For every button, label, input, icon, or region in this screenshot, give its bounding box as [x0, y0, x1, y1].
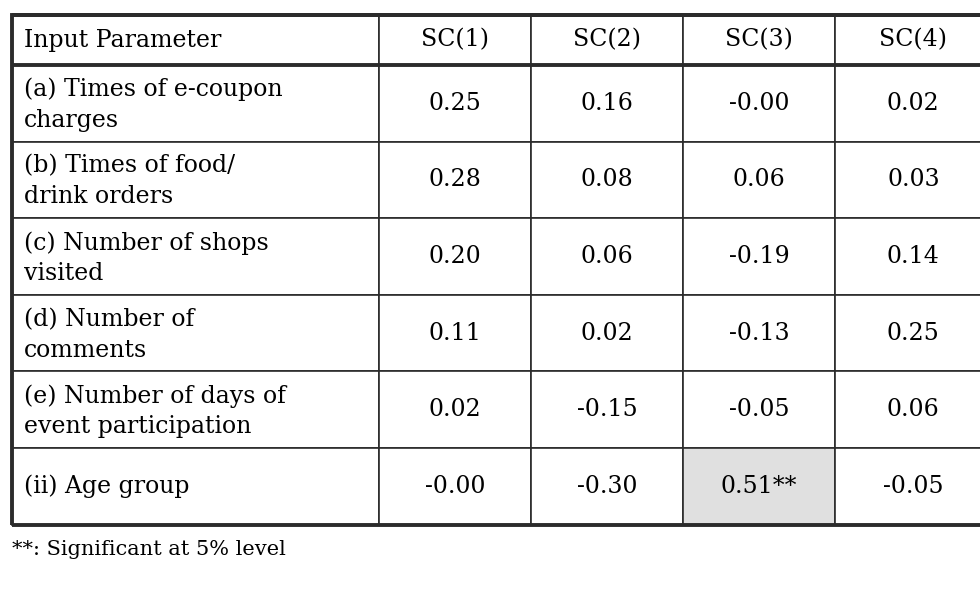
Text: visited: visited [24, 262, 103, 285]
Bar [683, 295, 835, 371]
Bar [379, 371, 531, 448]
Bar [683, 65, 835, 142]
Text: Input Parameter: Input Parameter [24, 29, 221, 52]
Bar [379, 448, 531, 525]
Text: -0.19: -0.19 [729, 245, 789, 268]
Text: 0.51**: 0.51** [720, 475, 798, 498]
Bar [683, 15, 835, 65]
Text: 0.02: 0.02 [429, 398, 481, 421]
Text: -0.13: -0.13 [729, 322, 789, 345]
Text: **: Significant at 5% level: **: Significant at 5% level [12, 540, 285, 559]
Text: 0.03: 0.03 [887, 168, 940, 192]
Text: event participation: event participation [24, 415, 251, 438]
Bar [379, 15, 531, 65]
Text: SC(1): SC(1) [421, 29, 489, 52]
Text: -0.00: -0.00 [425, 475, 485, 498]
Text: (ii) Age group: (ii) Age group [24, 475, 189, 498]
Bar [379, 295, 531, 371]
Bar [379, 65, 531, 142]
Bar [12, 448, 379, 525]
Text: (c) Number of shops: (c) Number of shops [24, 231, 269, 255]
Bar [835, 218, 980, 295]
Text: (d) Number of: (d) Number of [24, 308, 194, 331]
Bar [683, 371, 835, 448]
Text: 0.25: 0.25 [887, 322, 940, 345]
Text: -0.30: -0.30 [577, 475, 637, 498]
Text: 0.25: 0.25 [429, 92, 481, 115]
Text: -0.05: -0.05 [883, 475, 944, 498]
Bar [683, 448, 835, 525]
Text: 0.06: 0.06 [733, 168, 785, 192]
Text: charges: charges [24, 109, 119, 132]
Bar [12, 218, 379, 295]
Bar [531, 65, 683, 142]
Text: 0.02: 0.02 [887, 92, 940, 115]
Text: (a) Times of e-coupon: (a) Times of e-coupon [24, 78, 282, 102]
Bar [835, 65, 980, 142]
Bar [379, 218, 531, 295]
Text: 0.16: 0.16 [581, 92, 633, 115]
Bar [683, 142, 835, 218]
Text: -0.00: -0.00 [729, 92, 789, 115]
Bar [12, 15, 379, 65]
Text: comments: comments [24, 339, 147, 362]
Bar [531, 448, 683, 525]
Bar [12, 65, 379, 142]
Text: 0.28: 0.28 [429, 168, 481, 192]
Text: 0.06: 0.06 [581, 245, 633, 268]
Text: (e) Number of days of: (e) Number of days of [24, 384, 285, 408]
Bar [835, 142, 980, 218]
Text: SC(4): SC(4) [879, 29, 948, 52]
Bar [12, 371, 379, 448]
Bar [835, 448, 980, 525]
Bar [531, 218, 683, 295]
Bar [835, 15, 980, 65]
Bar [12, 295, 379, 371]
Text: -0.05: -0.05 [729, 398, 789, 421]
Bar [531, 295, 683, 371]
Bar [683, 218, 835, 295]
Text: -0.15: -0.15 [577, 398, 637, 421]
Text: (b) Times of food/: (b) Times of food/ [24, 154, 234, 178]
Text: 0.11: 0.11 [429, 322, 481, 345]
Text: drink orders: drink orders [24, 185, 172, 209]
Text: 0.06: 0.06 [887, 398, 940, 421]
Bar [531, 371, 683, 448]
Bar [531, 15, 683, 65]
Bar [531, 142, 683, 218]
Text: SC(3): SC(3) [725, 29, 793, 52]
Bar [12, 142, 379, 218]
Text: SC(2): SC(2) [573, 29, 641, 52]
Bar [379, 142, 531, 218]
Bar [835, 295, 980, 371]
Bar [835, 371, 980, 448]
Text: 0.08: 0.08 [581, 168, 633, 192]
Text: 0.20: 0.20 [429, 245, 481, 268]
Text: 0.02: 0.02 [581, 322, 633, 345]
Text: 0.14: 0.14 [887, 245, 940, 268]
Bar [12, 15, 980, 525]
